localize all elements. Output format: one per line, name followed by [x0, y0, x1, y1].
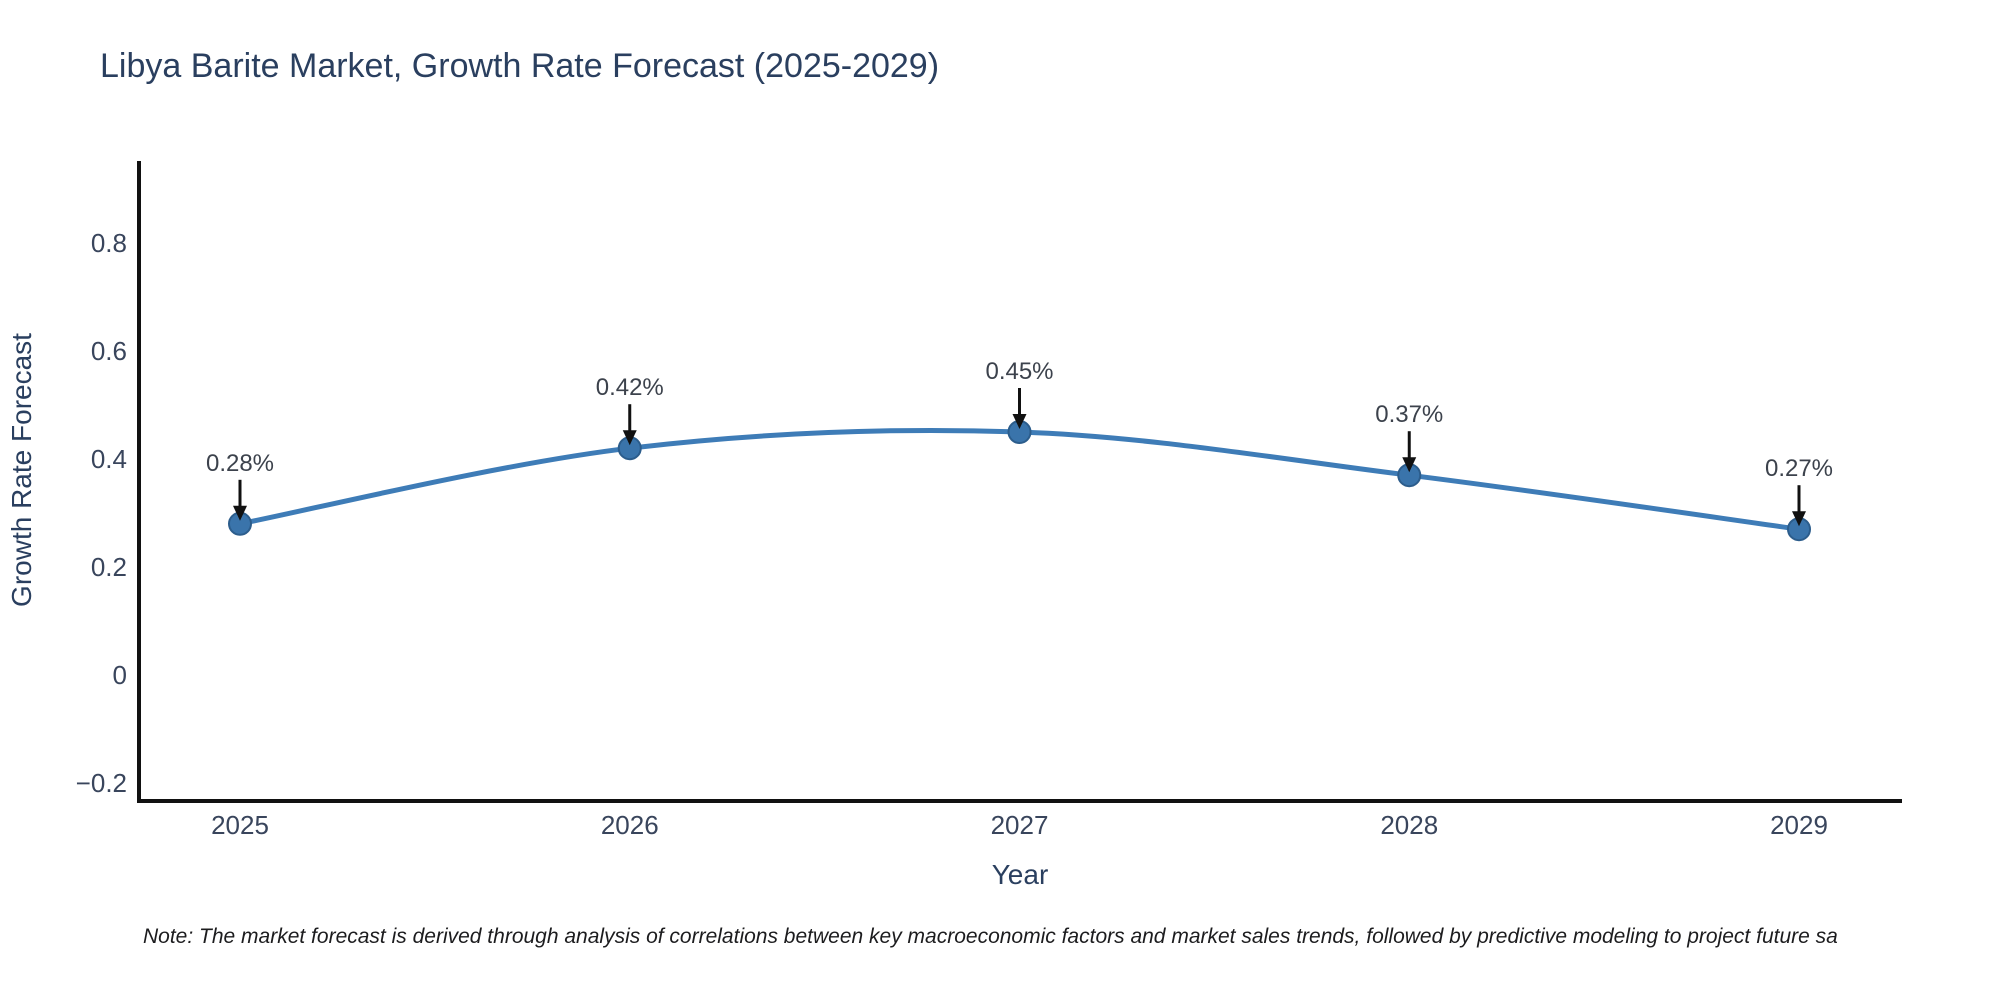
x-axis-title: Year [991, 859, 1049, 890]
data-point-annotation: 0.28% [205, 449, 275, 477]
y-tick-label: 0 [112, 660, 127, 690]
y-tick-label: 0.4 [90, 444, 127, 474]
annotation-arrowhead [1012, 414, 1027, 429]
y-tick-label: −0.2 [75, 768, 127, 798]
annotation-arrowhead [233, 505, 247, 521]
annotation-arrowhead [1402, 457, 1417, 473]
y-tick-label: 0.2 [90, 552, 127, 582]
y-tick-label: 0.8 [90, 228, 127, 258]
y-tick-label: 0.6 [90, 336, 127, 366]
line-series [239, 427, 1800, 532]
x-tick-label: 2027 [990, 810, 1049, 840]
x-tick-label: 2028 [1380, 810, 1439, 840]
annotation-arrowhead [622, 430, 637, 446]
data-point-annotation: 0.42% [595, 374, 664, 402]
data-point-annotation: 0.45% [985, 358, 1054, 385]
annotation-arrowhead [1792, 511, 1806, 527]
x-tick-label: 2029 [1770, 810, 1828, 840]
data-point-annotation: 0.37% [1375, 401, 1444, 429]
data-point-annotation: 0.27% [1764, 455, 1834, 483]
footnote: Note: The market forecast is derived thr… [143, 925, 1838, 948]
x-tick-label: 2025 [211, 810, 269, 840]
x-tick-label: 2026 [600, 810, 659, 840]
chart-title: Libya Barite Market, Growth Rate Forecas… [100, 47, 940, 85]
